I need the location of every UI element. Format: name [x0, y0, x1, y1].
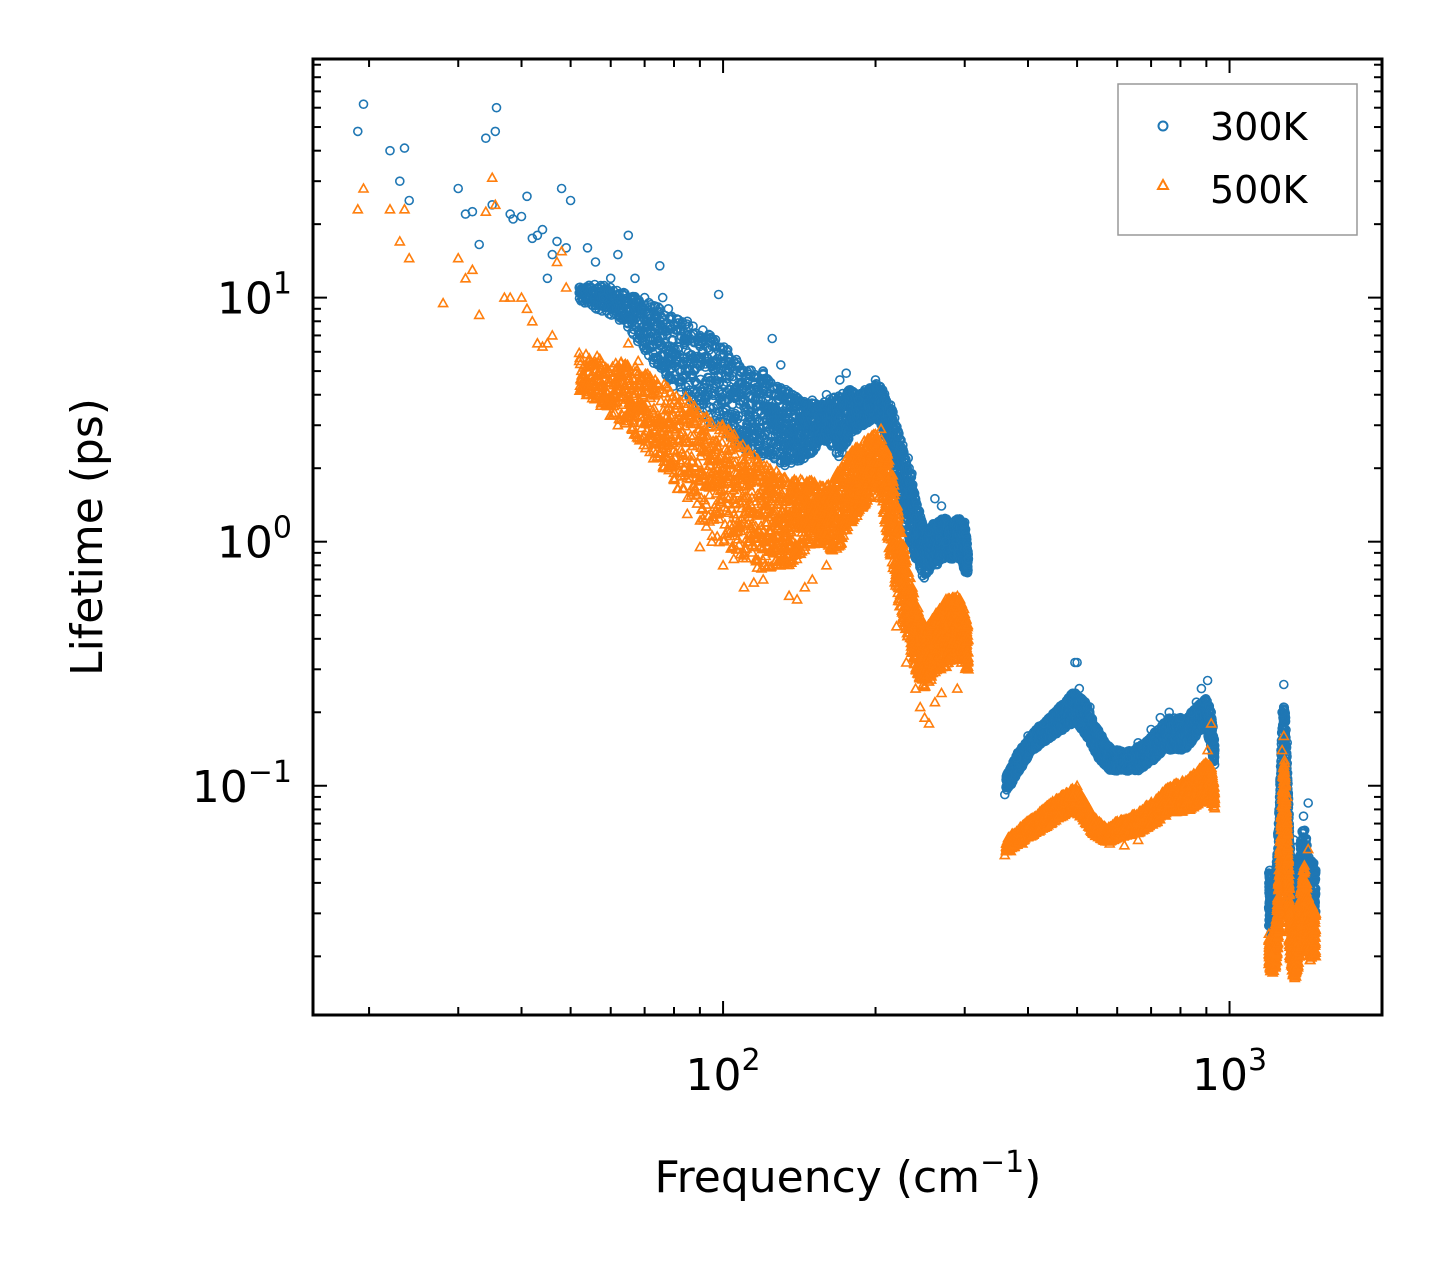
scatter-points: [351, 99, 1322, 983]
data-point-300k: [653, 302, 664, 312]
data-point-300k: [672, 353, 683, 364]
data-point-300k: [683, 321, 694, 332]
data-point-300k: [690, 377, 701, 387]
data-point-300k: [660, 338, 670, 349]
data-point-300k: [837, 447, 848, 458]
data-point-300k: [745, 410, 755, 420]
